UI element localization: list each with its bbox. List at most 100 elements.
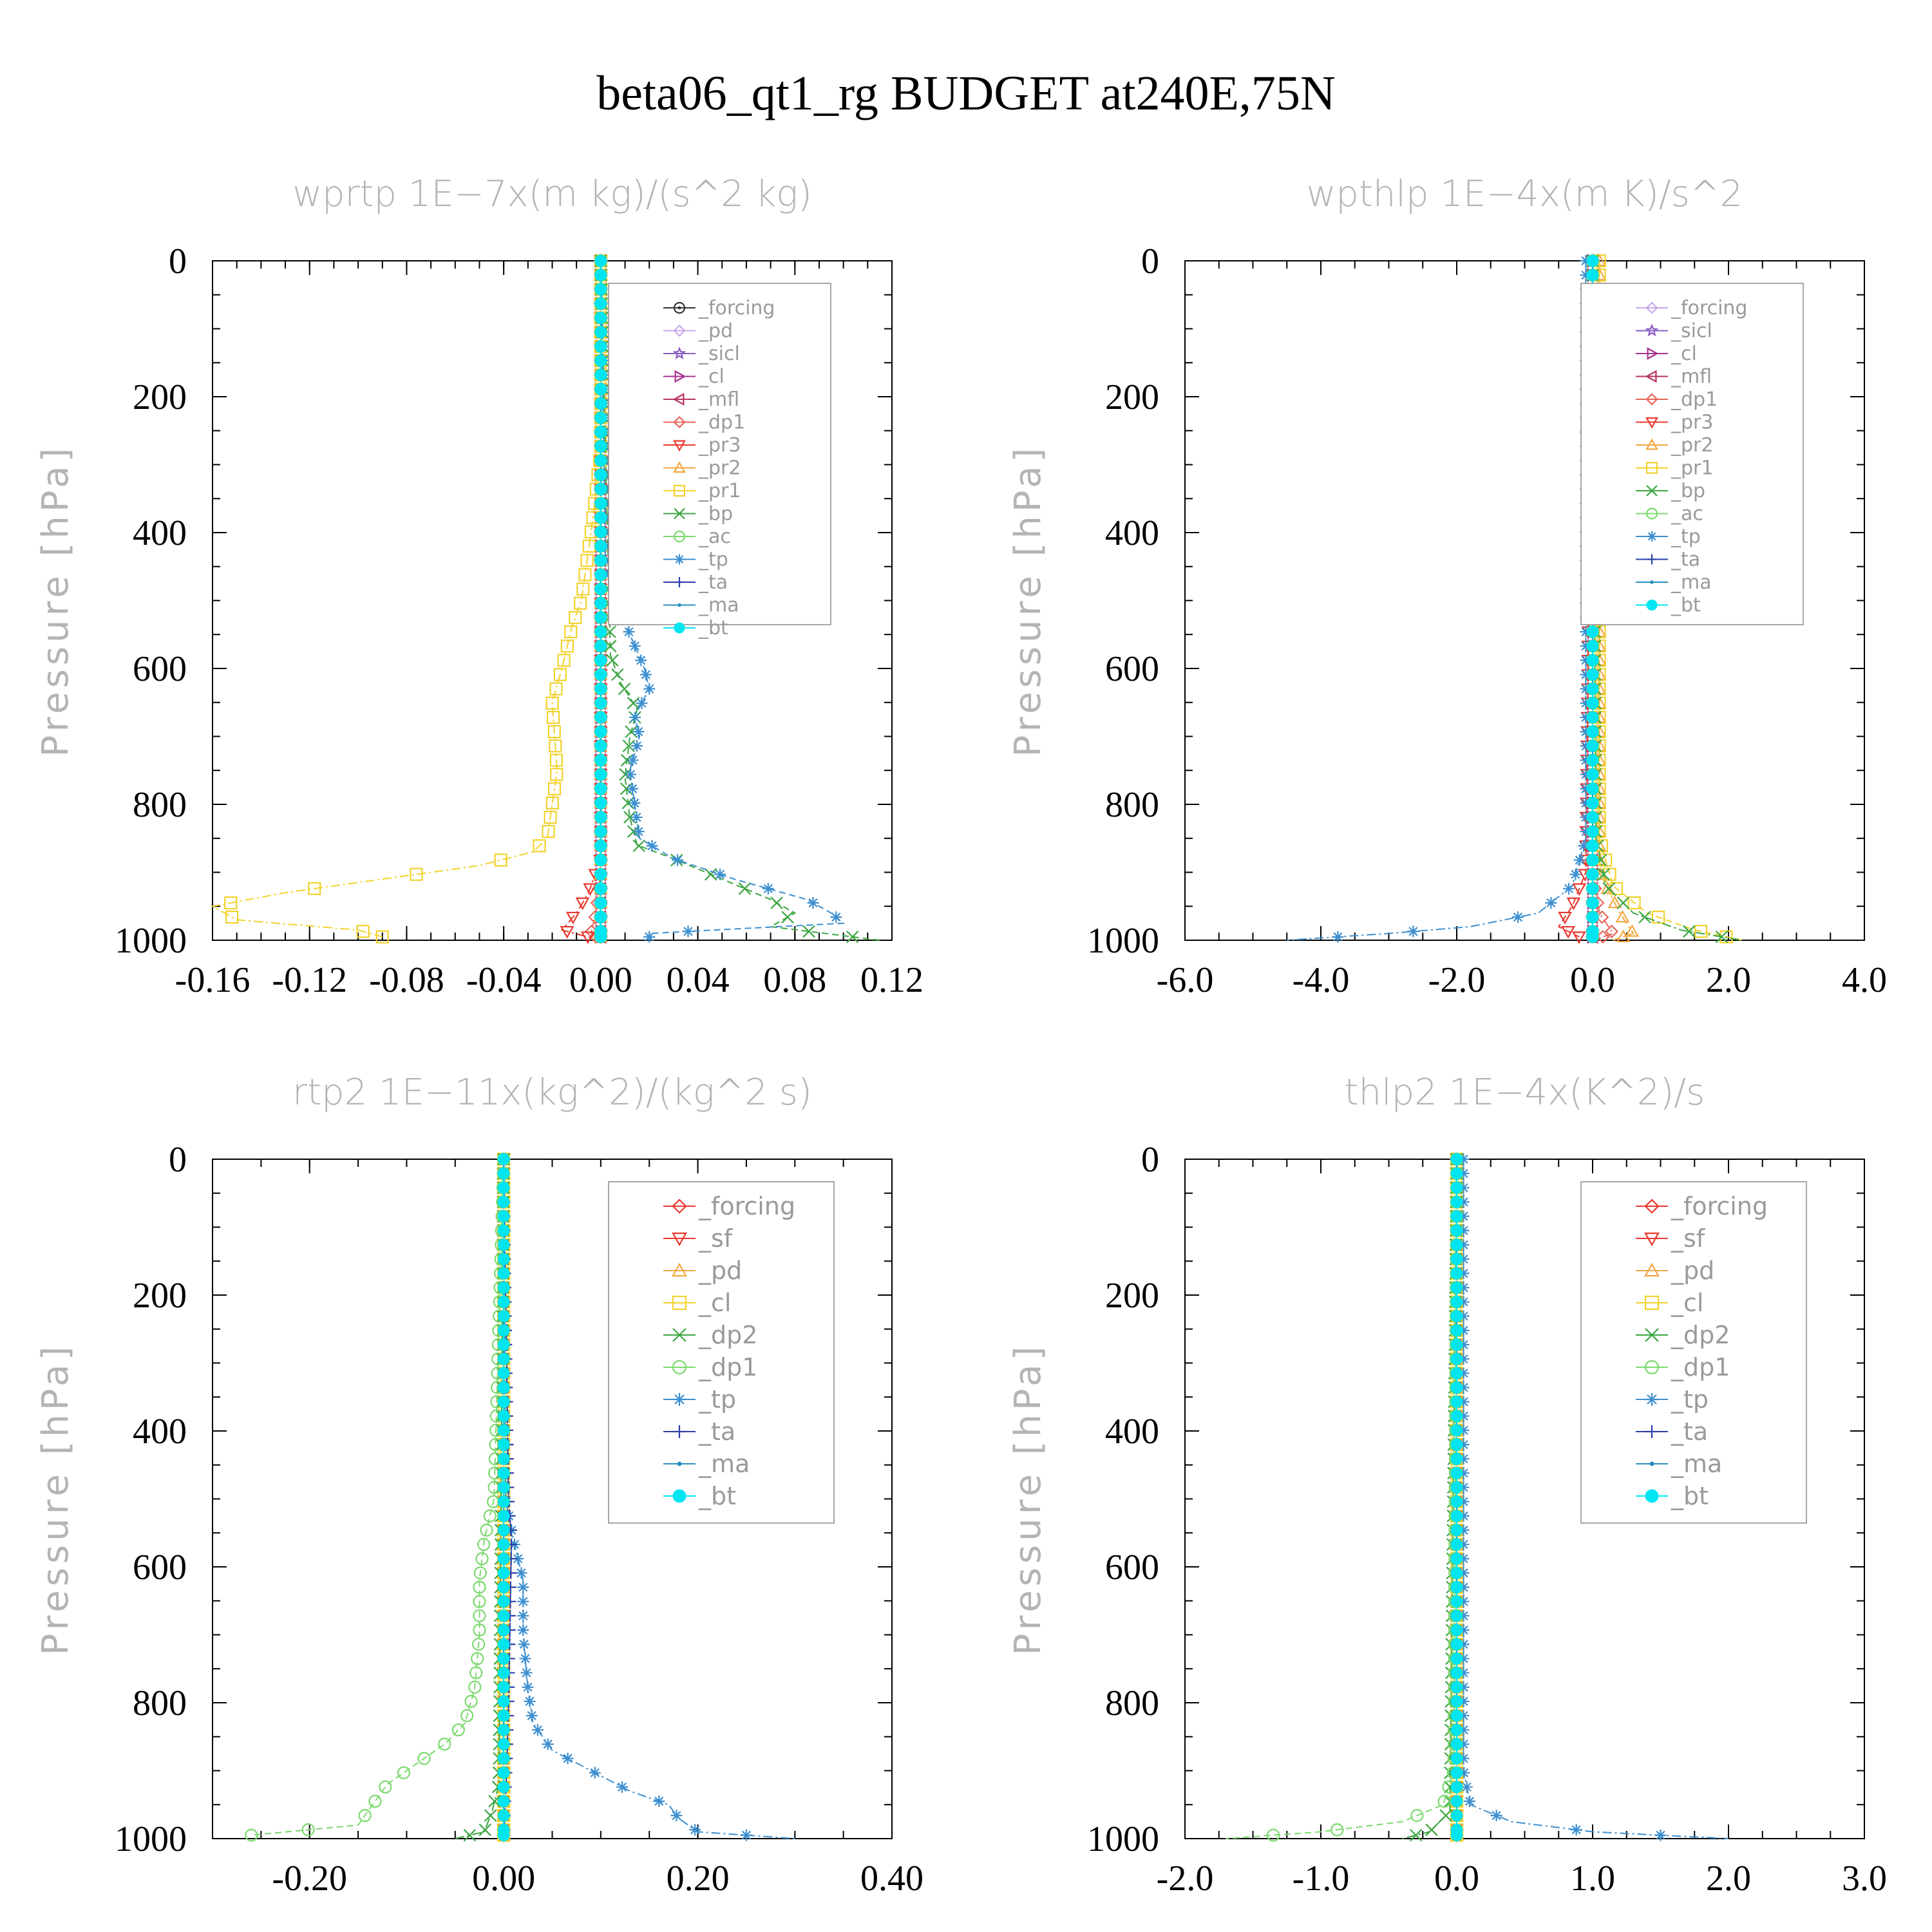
series-line [211,261,601,938]
legend-marker [1645,438,1658,450]
data-point [646,840,658,852]
data-point [629,711,641,723]
legend-marker [672,1328,687,1342]
legend-label: _tp [698,549,728,571]
data-point [594,497,607,510]
data-point [1450,1581,1463,1594]
data-point [497,1424,510,1437]
data-point [497,1410,510,1423]
data-point [594,739,607,752]
data-point [1457,1410,1470,1422]
data-point [622,739,636,753]
y-tick-label: 600 [133,1548,187,1587]
data-point [594,554,607,567]
data-point [603,625,616,638]
data-point [1561,925,1575,939]
data-point [497,1310,510,1323]
data-point [497,1681,510,1694]
data-point [497,1695,510,1708]
data-point [1450,1253,1463,1265]
data-point [1450,1296,1463,1309]
data-point [497,1381,510,1394]
legend-marker [673,1425,686,1438]
legend-item: _pr2 [1636,434,1713,457]
y-tick-label: 200 [133,377,187,417]
data-point [1457,1695,1470,1707]
legend-item: _bt [1636,1482,1709,1510]
data-point [594,896,607,909]
data-point [497,1324,510,1337]
data-point [1332,931,1344,943]
data-point [1578,840,1590,852]
y-axis-label: Pressure [hPa] [35,1343,77,1656]
data-point [553,668,567,681]
data-point [1694,925,1708,938]
legend-marker [1646,600,1658,611]
legend-box [608,1181,835,1524]
data-point [1586,868,1599,881]
data-point [549,753,564,767]
legend-label: _dp1 [698,1353,757,1381]
data-point [1450,1609,1463,1622]
legend-item: _bp [663,503,733,526]
panel-1: wprtp 1E−7x(m kg)/(s^2 kg) Pressure [hPa]… [35,173,923,1000]
legend-marker [672,1262,687,1277]
data-point [1457,1153,1470,1165]
data-point [846,930,859,943]
data-point [1457,1339,1470,1351]
data-point [1450,1566,1463,1579]
data-point [497,1667,510,1680]
legend-item: _bp [1636,480,1705,502]
data-point [627,697,640,710]
data-point [497,1195,510,1208]
data-point [1450,1324,1463,1337]
data-point [594,711,607,724]
y-tick-label: 1000 [115,1819,187,1859]
legend-marker [1645,507,1658,520]
data-point [224,896,238,910]
data-point [1457,1224,1470,1236]
data-point [1457,1752,1470,1765]
data-point [565,911,580,925]
data-point [1457,1453,1470,1465]
legend-marker [1650,580,1654,584]
data-point [1450,1195,1463,1208]
legend-marker [1645,1489,1659,1503]
data-point [1267,1828,1280,1842]
data-point [594,697,607,710]
data-point [616,1781,629,1793]
data-point [1607,895,1622,909]
series-tp [1457,1153,1729,1841]
legend-item: _pd [663,320,733,343]
data-point [1715,930,1728,943]
data-point [497,1609,510,1622]
legend-label: _pr2 [698,457,741,480]
legend-item: _pr3 [663,434,741,457]
data-point [1450,1181,1463,1194]
legend-marker [673,415,686,429]
data-point [1457,1624,1470,1636]
legend-item: _tp [663,1385,736,1414]
data-point [627,754,639,766]
legend-label: _ac [698,526,731,548]
legend-marker [673,484,686,497]
data-point [1586,797,1599,810]
data-point [497,1524,510,1537]
x-tick-label: 0.08 [763,960,826,1000]
data-point [594,654,607,667]
panel-3: rtp2 1E−11x(kg^2)/(kg^2 s) Pressure [hPa]… [35,1072,923,1899]
panel-title: thlp2 1E−4x(K^2)/s [1345,1072,1705,1113]
data-point [1625,924,1640,937]
data-point [397,1766,411,1779]
data-point [531,1724,544,1736]
data-point [770,896,783,909]
legend-marker [1646,485,1658,497]
data-point [594,383,607,395]
data-point [1450,1552,1463,1565]
data-point [1450,1424,1463,1437]
data-point [1437,1794,1451,1808]
data-point [1586,739,1599,752]
data-point [1450,1738,1463,1750]
data-point [1457,1238,1470,1251]
x-tick-label: 0.20 [667,1859,730,1899]
